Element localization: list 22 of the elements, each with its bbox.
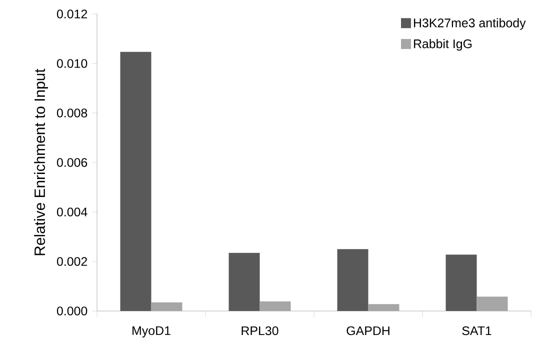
bar <box>368 304 400 311</box>
y-tick-label: 0.010 <box>56 59 88 68</box>
x-tick-label: SAT1 <box>462 326 492 336</box>
bar <box>476 296 508 311</box>
y-tick-label: 0.000 <box>56 306 88 316</box>
y-axis-title: Relative Enrichment to Input <box>34 68 48 256</box>
bar <box>120 52 152 311</box>
legend-label: H3K27me3 antibody <box>414 18 526 30</box>
bar <box>260 301 291 311</box>
y-tick-label: 0.012 <box>56 10 88 18</box>
bar <box>337 249 368 311</box>
y-tick-label: 0.002 <box>56 257 88 266</box>
bar <box>228 252 260 311</box>
x-tick-label: RPL30 <box>242 326 278 336</box>
bar <box>446 254 477 311</box>
x-tick-label: MyoD1 <box>132 326 170 338</box>
x-tick-label: GAPDH <box>346 326 390 336</box>
y-tick-label: 0.006 <box>56 158 88 167</box>
y-tick-label: 0.008 <box>56 108 88 118</box>
y-tick-label: 0.004 <box>56 208 88 216</box>
legend-label: Rabbit IgG <box>414 39 472 51</box>
bar <box>151 302 182 311</box>
